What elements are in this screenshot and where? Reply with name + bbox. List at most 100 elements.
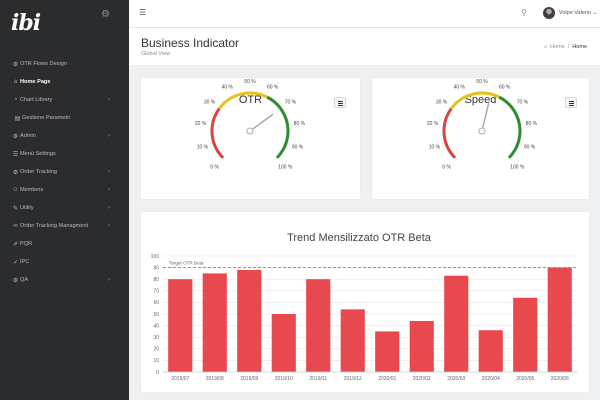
menu-settings-icon: ☰ (12, 151, 19, 158)
brand-logo[interactable]: ibi (11, 10, 41, 36)
bar-2019-08[interactable] (202, 273, 227, 372)
breadcrumb-current: Home (572, 44, 587, 50)
y-tick-label: 100 (151, 254, 160, 260)
gauge-band-yellow (218, 91, 268, 110)
speed-chart-menu-button[interactable] (565, 97, 577, 108)
bar-2019-11[interactable] (306, 279, 331, 372)
avatar[interactable] (543, 7, 555, 19)
bar-2019-10[interactable] (271, 314, 296, 372)
y-tick-label: 90 (153, 265, 159, 271)
breadcrumb-home-icon: ⌂ (543, 44, 548, 50)
y-tick-label: 20 (153, 347, 159, 353)
hamburger-menu-icon[interactable]: ☰ (139, 8, 147, 17)
y-tick-label: 10 (153, 358, 159, 364)
gauge-tick-label: 100 % (278, 164, 293, 170)
bar-2020-04[interactable] (478, 330, 503, 372)
link-icon: ∞ (13, 223, 18, 229)
gauge-tick-label: 60 % (499, 84, 511, 90)
sidebar: ibi ⚙ ⚙ OTR Flows Design ⌂ Home Page ◔ Chart … (0, 0, 129, 400)
sidebar-item-label: Gestione Parametri (22, 115, 71, 121)
gauge-tick-label: 50 % (244, 79, 256, 85)
x-tick-label: 2020/01 (378, 376, 396, 382)
gauge-needle (482, 103, 490, 128)
sidebar-item-label: Chart Library (20, 97, 53, 103)
speed-gauge: 0 % 10 % 20 % 30 % 40 % 50 % 60 % 70 % 80 % 90 % 1… (427, 79, 538, 170)
table-icon: ▤ (14, 115, 21, 122)
bar-2020-05[interactable] (513, 297, 538, 372)
x-tick-label: 2019/08 (206, 376, 224, 382)
bar-2019-09[interactable] (237, 269, 262, 372)
y-tick-label: 40 (153, 323, 159, 329)
settings-gear-icon[interactable]: ⚙ (101, 9, 110, 20)
breadcrumb: ⌂ Home / Home (544, 44, 587, 50)
bar-2020-01[interactable] (375, 331, 400, 372)
bar-2020-06[interactable] (547, 267, 572, 372)
sidebar-item-qa[interactable]: ⚙ QA › (0, 271, 129, 289)
page-title: Business Indicator (141, 36, 240, 50)
search-icon[interactable]: ⚲ (521, 8, 527, 17)
x-tick-label: 2020/04 (482, 376, 500, 382)
x-tick-label: 2019/10 (275, 376, 293, 382)
sidebar-item-utility[interactable]: ✎ Utility › (0, 199, 129, 217)
bar-2019-12[interactable] (340, 309, 365, 372)
speed-gauge-title: Speed (464, 94, 497, 106)
gauge-tick-label: 30 % (436, 100, 448, 106)
chart-icon: ◔ (13, 97, 18, 103)
page-subtitle: Global View (141, 51, 171, 57)
x-tick-label: 2019/07 (171, 376, 189, 382)
sidebar-item-gestione-parametri[interactable]: ▤ Gestione Parametri (0, 109, 129, 127)
gauge-tick-label: 100 % (510, 164, 525, 170)
gauge-tick-label: 80 % (294, 121, 306, 127)
sidebar-item-label: Admin (20, 133, 36, 139)
otr-gauge: 0 % 10 % 20 % 30 % 40 % 50 % 60 % 70 % 80 % 90 % 1… (195, 79, 306, 170)
x-tick-label: 2020/03 (447, 376, 465, 382)
y-tick-label: 0 (156, 370, 159, 376)
gauge-tick-label: 90 % (292, 144, 304, 150)
gauge-tick-label: 40 % (454, 84, 466, 90)
sidebar-item-pqr[interactable]: ✐ PQR (0, 235, 129, 253)
chevron-right-icon: › (108, 277, 110, 283)
sidebar-item-otr-flows-design[interactable]: ⚙ OTR Flows Design (0, 55, 129, 73)
sidebar-item-admin[interactable]: ⚙ Admin › (0, 127, 129, 145)
x-tick-label: 2020/05 (516, 376, 534, 382)
chevron-right-icon: › (108, 223, 110, 229)
sidebar-item-label: QA (20, 277, 29, 283)
sidebar-item-men-settings[interactable]: ☰ Menù Settings (0, 145, 129, 163)
user-menu[interactable]: Volpe Valerio ⌄ (559, 10, 597, 16)
sidebar-item-ipc[interactable]: ✓ IPC (0, 253, 129, 271)
gauge-hub (478, 127, 486, 135)
sidebar-item-chart-library[interactable]: ◔ Chart Library › (0, 91, 129, 109)
otr-chart-menu-button[interactable] (334, 97, 346, 108)
bar-2019-07[interactable] (168, 279, 193, 372)
bar-2020-02[interactable] (409, 320, 434, 372)
home-icon: ⌂ (13, 79, 18, 85)
x-tick-label: 2019/11 (309, 376, 327, 382)
gauge-tick-label: 90 % (524, 144, 536, 150)
user-icon: ☺ (12, 187, 19, 193)
page-header: Business Indicator Global View ⌂ Home / … (129, 28, 600, 65)
wrench-icon: ✎ (12, 205, 19, 212)
cogs-icon: ⚙ (12, 133, 19, 140)
breadcrumb-home-link[interactable]: Home (550, 44, 565, 50)
check-icon: ✓ (12, 259, 19, 266)
target-line-label: Target OTR Beta (169, 261, 204, 266)
gauge-band-green (266, 95, 290, 159)
logo-area: ibi ⚙ (0, 0, 129, 46)
x-tick-label: 2019/09 (240, 376, 258, 382)
edit-icon: ✐ (12, 241, 19, 248)
chevron-right-icon: › (108, 169, 110, 175)
sidebar-item-order-tracking-managment[interactable]: ∞ Order Tracking Managment › (0, 217, 129, 235)
y-tick-label: 60 (153, 300, 159, 306)
gauge-tick-label: 30 % (204, 100, 216, 106)
sidebar-item-label: OTR Flows Design (20, 61, 67, 67)
sidebar-item-home-page[interactable]: ⌂ Home Page (0, 73, 129, 91)
gauge-tick-label: 50 % (476, 79, 488, 85)
sidebar-item-members[interactable]: ☺ Members › (0, 181, 129, 199)
sidebar-item-order-tracking[interactable]: ⚙ Order Tracking › (0, 163, 129, 181)
gauge-tick-label: 70 % (285, 100, 297, 106)
bar-2020-03[interactable] (444, 275, 469, 372)
gauge-tick-label: 0 % (442, 164, 451, 170)
gauge-band-red (210, 107, 225, 159)
sidebar-item-label: Home Page (20, 79, 51, 85)
gauge-tick-label: 10 % (429, 144, 441, 150)
